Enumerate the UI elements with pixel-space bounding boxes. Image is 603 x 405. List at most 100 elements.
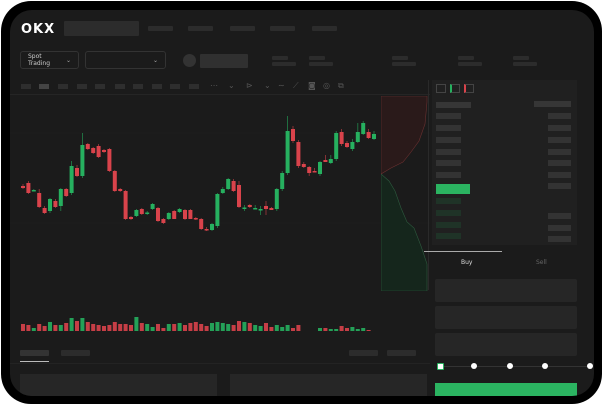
- nav-item[interactable]: [230, 26, 255, 31]
- volume-bar: [291, 328, 295, 331]
- fullscreen-icon[interactable]: ⧉: [338, 81, 344, 90]
- amount-slider[interactable]: [437, 363, 593, 371]
- volume-bar: [328, 329, 333, 331]
- stat-value: [392, 62, 416, 66]
- candle-body: [150, 204, 155, 209]
- volume-bar: [269, 327, 274, 331]
- pair-dropdown[interactable]: ⌄: [85, 51, 166, 69]
- candle-body: [312, 171, 317, 173]
- volume-bar: [37, 324, 42, 331]
- candle-body: [355, 132, 360, 142]
- candle-body: [231, 181, 236, 191]
- volume-bar: [193, 322, 198, 331]
- tab-order-history[interactable]: [61, 350, 90, 356]
- candle-body: [172, 211, 177, 219]
- filter-button[interactable]: [349, 350, 378, 356]
- interval-button[interactable]: [152, 84, 162, 89]
- candle-body: [139, 209, 144, 214]
- slider-step[interactable]: [507, 363, 513, 369]
- nav-item[interactable]: [270, 26, 295, 31]
- indicator-icon[interactable]: ⋯: [210, 81, 218, 90]
- search-bar[interactable]: [64, 21, 139, 36]
- slider-step[interactable]: [587, 363, 593, 369]
- volume-bar: [258, 326, 263, 331]
- interval-button[interactable]: [58, 84, 68, 89]
- candle-body: [21, 186, 25, 188]
- tab-open-orders[interactable]: [20, 350, 49, 356]
- interval-button[interactable]: [170, 84, 180, 89]
- stat-label: [458, 56, 474, 60]
- volume-bar: [156, 324, 160, 331]
- divider: [10, 363, 430, 364]
- bid-amount: [548, 213, 571, 219]
- slider-step[interactable]: [542, 363, 548, 369]
- candle-body: [215, 194, 220, 226]
- candle-body: [269, 208, 274, 210]
- interval-button[interactable]: [95, 84, 105, 89]
- interval-button[interactable]: [21, 84, 31, 89]
- price-input[interactable]: [435, 279, 577, 302]
- candle-body: [58, 189, 63, 206]
- chevron-down-icon[interactable]: ⌄: [228, 81, 235, 90]
- nav-item[interactable]: [188, 26, 213, 31]
- stat-label: [513, 56, 529, 60]
- filter-button[interactable]: [387, 350, 416, 356]
- volume-bar: [264, 323, 268, 331]
- candlestick-chart[interactable]: [10, 96, 430, 331]
- volume-bar: [183, 325, 187, 331]
- ask-price: [436, 172, 461, 178]
- coin-icon: [183, 54, 196, 67]
- market-type-dropdown[interactable]: Spot Trading ⌄: [20, 51, 79, 69]
- candle-body: [285, 131, 290, 173]
- candle-body: [334, 133, 339, 159]
- amount-input[interactable]: [435, 306, 577, 329]
- candle-body: [37, 193, 42, 207]
- tab-buy[interactable]: Buy: [461, 259, 473, 266]
- candle-body: [64, 189, 69, 196]
- interval-button[interactable]: [115, 84, 125, 89]
- volume-bar: [42, 326, 47, 331]
- volume-bar: [366, 330, 371, 331]
- interval-button[interactable]: [133, 84, 143, 89]
- slider-handle[interactable]: [437, 363, 444, 370]
- volume-bar: [220, 323, 225, 331]
- volume-bar: [345, 328, 349, 331]
- candle-body: [242, 207, 247, 209]
- ask-price: [436, 137, 461, 143]
- volume-bar: [334, 329, 339, 331]
- camera-icon[interactable]: ◙: [308, 81, 316, 90]
- volume-bar: [96, 325, 101, 331]
- tab-sell[interactable]: Sell: [536, 259, 547, 266]
- ask-amount: [548, 160, 571, 166]
- chevron-down-icon: ⌄: [65, 56, 71, 64]
- volume-bar: [53, 325, 58, 331]
- volume-bar: [242, 322, 247, 331]
- volume-bar: [339, 326, 344, 331]
- candle-body: [366, 132, 371, 138]
- line-icon[interactable]: ∼: [278, 81, 285, 90]
- chevron-down-icon[interactable]: ⌄: [264, 81, 271, 90]
- volume-bar: [145, 324, 150, 331]
- candle-body: [237, 185, 241, 207]
- candle-body: [177, 209, 182, 212]
- draw-icon[interactable]: ⊳: [246, 81, 253, 90]
- settings-icon[interactable]: ◎: [323, 81, 330, 90]
- interval-button[interactable]: [39, 84, 49, 89]
- buy-button[interactable]: [435, 383, 577, 396]
- book-asks-icon[interactable]: [464, 84, 474, 93]
- nav-item[interactable]: [148, 26, 173, 31]
- interval-button[interactable]: [77, 84, 87, 89]
- volume-bar: [361, 328, 366, 331]
- total-input[interactable]: [435, 333, 577, 356]
- book-bids-icon[interactable]: [450, 84, 460, 93]
- nav-item[interactable]: [312, 26, 337, 31]
- ruler-icon[interactable]: ⟋: [293, 81, 299, 90]
- ask-amount: [548, 149, 571, 155]
- volume-bar: [161, 328, 166, 331]
- stat-value: [309, 62, 333, 66]
- slider-step[interactable]: [471, 363, 477, 369]
- interval-button[interactable]: [189, 84, 199, 89]
- book-both-icon[interactable]: [436, 84, 446, 93]
- volume-bar: [350, 327, 355, 331]
- candle-body: [291, 129, 295, 141]
